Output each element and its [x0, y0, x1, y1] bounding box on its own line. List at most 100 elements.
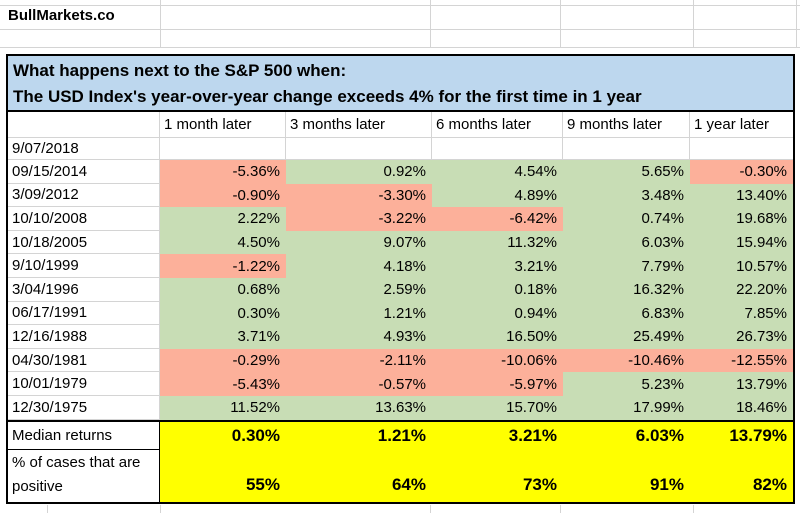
value-cell[interactable]: 5.23% — [563, 372, 690, 396]
value-cell[interactable]: 19.68% — [690, 207, 793, 231]
column-header[interactable]: 9 months later — [563, 112, 690, 138]
date-cell[interactable]: 09/15/2014 — [8, 160, 160, 184]
value-cell[interactable]: 6.83% — [563, 301, 690, 326]
brand-text: BullMarkets.co — [8, 7, 115, 24]
value-cell[interactable]: -5.43% — [160, 372, 286, 396]
value-cell[interactable]: 11.52% — [160, 395, 286, 420]
column-header-blank[interactable] — [8, 112, 160, 138]
value-cell[interactable]: 0.30% — [160, 301, 286, 326]
value-cell[interactable]: -10.06% — [432, 348, 563, 373]
median-value-cell[interactable]: 3.21% — [432, 421, 563, 450]
date-cell[interactable]: 10/01/1979 — [8, 372, 160, 396]
value-cell[interactable]: -3.30% — [286, 183, 432, 208]
value-cell[interactable]: 13.63% — [286, 395, 432, 420]
value-cell[interactable]: 0.18% — [432, 277, 563, 302]
table-row: 06/17/1991 0.30% 1.21% 0.94% 6.83% 7.85% — [8, 301, 793, 326]
value-cell[interactable]: -12.55% — [690, 348, 793, 373]
value-cell[interactable]: -3.22% — [286, 207, 432, 231]
value-cell[interactable]: 26.73% — [690, 325, 793, 349]
value-cell[interactable]: 9.07% — [286, 230, 432, 255]
value-cell[interactable]: 25.49% — [563, 325, 690, 349]
value-cell[interactable]: 15.70% — [432, 395, 563, 420]
date-cell[interactable]: 10/10/2008 — [8, 207, 160, 231]
value-cell[interactable]: 15.94% — [690, 230, 793, 255]
value-cell[interactable] — [286, 138, 432, 160]
value-cell[interactable]: 18.46% — [690, 395, 793, 420]
value-cell[interactable] — [160, 138, 286, 160]
value-cell[interactable]: 0.68% — [160, 277, 286, 302]
value-cell[interactable]: -1.22% — [160, 254, 286, 278]
value-cell[interactable]: 7.79% — [563, 254, 690, 278]
median-value-cell[interactable]: 13.79% — [690, 421, 793, 450]
value-cell[interactable]: 3.21% — [432, 254, 563, 278]
percent-positive-value-cell[interactable]: 82% — [690, 449, 793, 502]
value-cell[interactable] — [690, 138, 793, 160]
value-cell[interactable]: -5.36% — [160, 160, 286, 184]
date-cell[interactable]: 9/07/2018 — [8, 138, 160, 160]
value-cell[interactable]: -0.57% — [286, 372, 432, 396]
percent-positive-value-cell[interactable]: 55% — [160, 449, 286, 502]
value-cell[interactable]: 0.94% — [432, 301, 563, 326]
gridline — [430, 0, 431, 47]
gridline — [0, 29, 800, 30]
date-cell[interactable]: 12/30/1975 — [8, 395, 160, 420]
value-cell[interactable]: -0.90% — [160, 183, 286, 208]
value-cell[interactable]: 16.50% — [432, 325, 563, 349]
column-header[interactable]: 6 months later — [432, 112, 563, 138]
value-cell[interactable]: 4.18% — [286, 254, 432, 278]
value-cell[interactable]: 2.22% — [160, 207, 286, 231]
value-cell[interactable]: 16.32% — [563, 277, 690, 302]
value-cell[interactable] — [432, 138, 563, 160]
date-cell[interactable]: 10/18/2005 — [8, 230, 160, 255]
table-title[interactable]: What happens next to the S&P 500 when: T… — [8, 56, 793, 112]
percent-positive-value-cell[interactable]: 91% — [563, 449, 690, 502]
value-cell[interactable]: 11.32% — [432, 230, 563, 255]
value-cell[interactable]: -10.46% — [563, 348, 690, 373]
value-cell[interactable]: 4.93% — [286, 325, 432, 349]
date-cell[interactable]: 12/16/1988 — [8, 325, 160, 349]
value-cell[interactable]: 0.74% — [563, 207, 690, 231]
date-cell[interactable]: 04/30/1981 — [8, 348, 160, 373]
percent-positive-value-cell[interactable]: 73% — [432, 449, 563, 502]
date-cell[interactable]: 3/04/1996 — [8, 277, 160, 302]
title-line-1: What happens next to the S&P 500 when: — [13, 61, 347, 80]
percent-positive-label-cell[interactable]: % of cases that are positive — [8, 449, 160, 502]
date-cell[interactable]: 9/10/1999 — [8, 254, 160, 278]
column-header[interactable]: 1 year later — [690, 112, 793, 138]
percent-positive-value-cell[interactable]: 64% — [286, 449, 432, 502]
median-value-cell[interactable]: 1.21% — [286, 421, 432, 450]
value-cell[interactable]: -0.29% — [160, 348, 286, 373]
value-cell[interactable]: -5.97% — [432, 372, 563, 396]
column-header[interactable]: 1 month later — [160, 112, 286, 138]
column-header[interactable]: 3 months later — [286, 112, 432, 138]
value-cell[interactable]: 5.65% — [563, 160, 690, 184]
value-cell[interactable]: 1.21% — [286, 301, 432, 326]
value-cell[interactable]: -6.42% — [432, 207, 563, 231]
median-label-cell[interactable]: Median returns — [8, 421, 160, 450]
percent-positive-label-line-1: % of cases that are — [12, 453, 141, 471]
value-cell[interactable]: -0.30% — [690, 160, 793, 184]
value-cell[interactable]: 22.20% — [690, 277, 793, 302]
value-cell[interactable]: 6.03% — [563, 230, 690, 255]
table-row: 10/01/1979 -5.43% -0.57% -5.97% 5.23% 13… — [8, 372, 793, 396]
value-cell[interactable]: 7.85% — [690, 301, 793, 326]
median-value-cell[interactable]: 0.30% — [160, 421, 286, 450]
value-cell[interactable]: 10.57% — [690, 254, 793, 278]
value-cell[interactable]: 13.40% — [690, 183, 793, 208]
value-cell[interactable]: 4.89% — [432, 183, 563, 208]
value-cell[interactable]: 2.59% — [286, 277, 432, 302]
value-cell[interactable]: -2.11% — [286, 348, 432, 373]
value-cell[interactable]: 4.54% — [432, 160, 563, 184]
median-value-cell[interactable]: 6.03% — [563, 421, 690, 450]
value-cell[interactable]: 13.79% — [690, 372, 793, 396]
date-cell[interactable]: 06/17/1991 — [8, 301, 160, 326]
gridline — [693, 505, 694, 513]
value-cell[interactable]: 0.92% — [286, 160, 432, 184]
value-cell[interactable]: 3.48% — [563, 183, 690, 208]
date-cell[interactable]: 3/09/2012 — [8, 183, 160, 208]
value-cell[interactable] — [563, 138, 690, 160]
value-cell[interactable]: 4.50% — [160, 230, 286, 255]
value-cell[interactable]: 17.99% — [563, 395, 690, 420]
value-cell[interactable]: 3.71% — [160, 325, 286, 349]
table-row: 9/07/2018 — [8, 138, 793, 160]
